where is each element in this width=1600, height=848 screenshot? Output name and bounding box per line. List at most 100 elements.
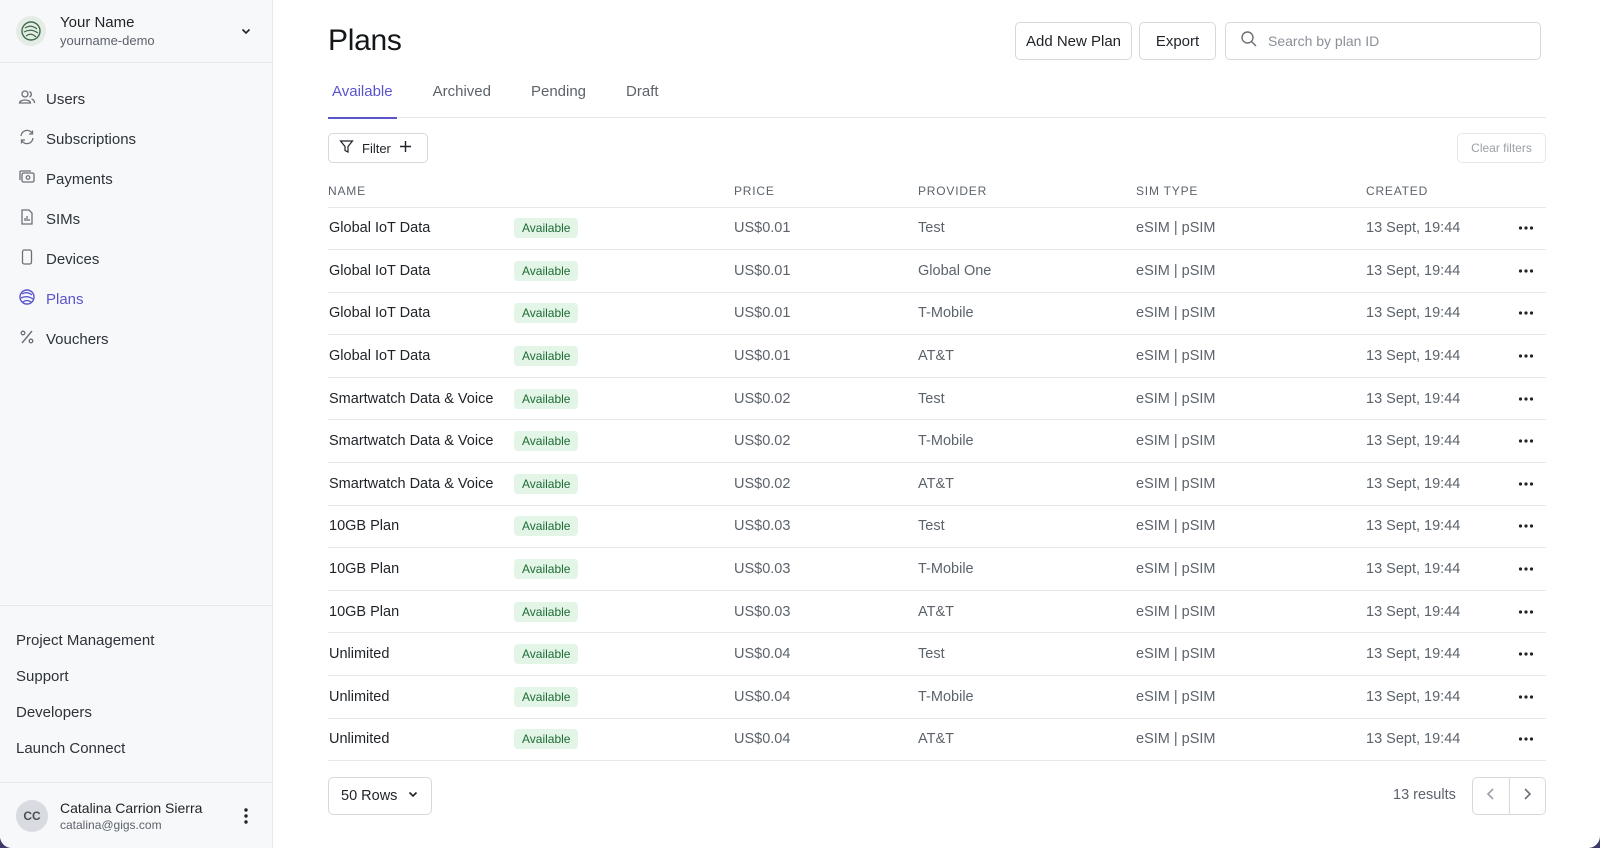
sidebar-item-label: Plans xyxy=(46,290,84,308)
plan-provider: Test xyxy=(918,207,1136,251)
table-row[interactable]: Global IoT Data Available US$0.01 AT&T eSIM … xyxy=(328,334,1546,378)
sidebar-item-sims[interactable]: SIMs xyxy=(0,199,272,239)
user-email: catalina@gigs.com xyxy=(60,817,162,832)
tab-draft[interactable]: Draft xyxy=(626,83,659,100)
more-horizontal-icon[interactable] xyxy=(1496,353,1546,359)
more-horizontal-icon[interactable] xyxy=(1496,651,1546,657)
sidebar-item-label: Users xyxy=(46,90,86,108)
workspace-switcher[interactable]: Your Name yourname-demo xyxy=(0,0,272,63)
table-row[interactable]: Unlimited Available US$0.04 T-Mobile eSIM | … xyxy=(328,675,1546,719)
table-row[interactable]: Unlimited Available US$0.04 Test eSIM | pSIM… xyxy=(328,632,1546,677)
table-row[interactable]: Global IoT Data Available US$0.01 T-Mobile e… xyxy=(328,292,1546,336)
more-horizontal-icon[interactable] xyxy=(1496,736,1546,742)
plan-created: 13 Sept, 19:44 xyxy=(1366,547,1496,591)
plan-name: Unlimited xyxy=(328,675,514,719)
sidebar-item-subscriptions[interactable]: Subscriptions xyxy=(0,119,272,159)
users-icon xyxy=(18,88,46,110)
plan-provider: T-Mobile xyxy=(918,419,1136,464)
plan-provider: Test xyxy=(918,377,1136,421)
filter-label: Filter xyxy=(362,140,391,156)
add-new-plan-button[interactable]: Add New Plan xyxy=(1015,22,1132,60)
table-row[interactable]: 10GB Plan Available US$0.03 Test eSIM | pSIM… xyxy=(328,505,1546,549)
search-input[interactable] xyxy=(1268,33,1528,49)
plan-sim-type: eSIM | pSIM xyxy=(1136,632,1366,677)
plan-name: Unlimited xyxy=(328,632,514,677)
table-row[interactable]: Smartwatch Data & Voice Available US$0.02 T… xyxy=(328,377,1546,421)
chevron-down-icon[interactable] xyxy=(236,21,256,41)
filter-icon xyxy=(339,139,354,157)
payments-icon xyxy=(18,168,46,190)
tab-pending[interactable]: Pending xyxy=(530,83,587,100)
tab-available[interactable]: Available xyxy=(328,76,397,119)
more-horizontal-icon[interactable] xyxy=(1496,396,1546,402)
plan-price: US$0.02 xyxy=(734,462,918,506)
link-project-management[interactable]: Project Management xyxy=(16,631,155,649)
plan-price: US$0.03 xyxy=(734,547,918,591)
tab-archived[interactable]: Archived xyxy=(432,83,491,100)
plan-sim-type: eSIM | pSIM xyxy=(1136,547,1366,591)
plan-price: US$0.02 xyxy=(734,377,918,421)
link-support[interactable]: Support xyxy=(16,667,69,685)
status-badge: Available xyxy=(514,729,579,750)
plan-name: Smartwatch Data & Voice xyxy=(328,462,514,506)
device-icon xyxy=(18,248,46,270)
rows-per-page-label: 50 Rows xyxy=(341,788,398,804)
percent-icon xyxy=(18,328,46,350)
sidebar-item-plans[interactable]: Plans xyxy=(0,279,272,319)
plan-sim-type: eSIM | pSIM xyxy=(1136,292,1366,336)
user-name: Catalina Carrion Sierra xyxy=(60,799,203,816)
column-header-price[interactable]: PRICE xyxy=(734,181,918,208)
more-horizontal-icon[interactable] xyxy=(1496,694,1546,700)
plan-sim-type: eSIM | pSIM xyxy=(1136,505,1366,549)
plan-created: 13 Sept, 19:44 xyxy=(1366,419,1496,464)
status-badge: Available xyxy=(514,431,579,452)
rows-per-page-select[interactable]: 50 Rows xyxy=(328,777,432,815)
column-header-sim-type[interactable]: SIM TYPE xyxy=(1136,181,1366,208)
more-horizontal-icon[interactable] xyxy=(1496,566,1546,572)
table-row[interactable]: Global IoT Data Available US$0.01 Test eSIM … xyxy=(328,207,1546,251)
more-horizontal-icon[interactable] xyxy=(1496,481,1546,487)
more-horizontal-icon[interactable] xyxy=(1496,268,1546,274)
search-box[interactable] xyxy=(1225,22,1541,60)
column-header-name[interactable]: NAME xyxy=(328,181,514,208)
plan-provider: AT&T xyxy=(918,590,1136,634)
status-badge: Available xyxy=(514,686,579,707)
tab-bar: Available Archived Pending Draft xyxy=(328,76,1546,119)
table-row[interactable]: Smartwatch Data & Voice Available US$0.02 A… xyxy=(328,462,1546,506)
status-badge: Available xyxy=(514,516,579,537)
sidebar-item-users[interactable]: Users xyxy=(0,79,272,119)
plan-price: US$0.03 xyxy=(734,590,918,634)
table-row[interactable]: 10GB Plan Available US$0.03 AT&T eSIM | pSIM… xyxy=(328,590,1546,634)
table-row[interactable]: Smartwatch Data & Voice Available US$0.02 T… xyxy=(328,419,1546,464)
more-horizontal-icon[interactable] xyxy=(1496,225,1546,231)
link-developers[interactable]: Developers xyxy=(16,703,92,721)
column-header-created[interactable]: CREATED xyxy=(1366,181,1496,208)
user-profile[interactable]: CC Catalina Carrion Sierra catalina@gigs… xyxy=(0,782,272,848)
link-launch-connect[interactable]: Launch Connect xyxy=(16,739,126,757)
plan-sim-type: eSIM | pSIM xyxy=(1136,419,1366,464)
plan-created: 13 Sept, 19:44 xyxy=(1366,462,1496,506)
table-row[interactable]: 10GB Plan Available US$0.03 T-Mobile eSIM | … xyxy=(328,547,1546,591)
plan-name: Global IoT Data xyxy=(328,334,514,378)
more-horizontal-icon[interactable] xyxy=(1496,438,1546,444)
more-horizontal-icon[interactable] xyxy=(1496,609,1546,615)
next-page-button[interactable] xyxy=(1508,778,1546,814)
plan-provider: T-Mobile xyxy=(918,292,1136,336)
column-header-provider[interactable]: PROVIDER xyxy=(918,181,1136,208)
more-horizontal-icon[interactable] xyxy=(1496,310,1546,316)
export-button[interactable]: Export xyxy=(1139,22,1216,60)
previous-page-button[interactable] xyxy=(1473,778,1509,814)
table-row[interactable]: Global IoT Data Available US$0.01 Global On… xyxy=(328,249,1546,293)
sidebar-item-payments[interactable]: Payments xyxy=(0,159,272,199)
more-vertical-icon[interactable] xyxy=(236,804,256,828)
sidebar-item-devices[interactable]: Devices xyxy=(0,239,272,279)
clear-filters-button[interactable]: Clear filters xyxy=(1457,133,1546,163)
plan-name: Global IoT Data xyxy=(328,207,514,251)
filter-button[interactable]: Filter xyxy=(328,133,428,163)
sidebar-item-vouchers[interactable]: Vouchers xyxy=(0,319,272,359)
more-horizontal-icon[interactable] xyxy=(1496,523,1546,529)
plan-price: US$0.01 xyxy=(734,207,918,251)
table-row[interactable]: Unlimited Available US$0.04 AT&T eSIM | pSIM… xyxy=(328,718,1546,762)
search-icon xyxy=(1240,30,1258,53)
plan-provider: T-Mobile xyxy=(918,675,1136,719)
